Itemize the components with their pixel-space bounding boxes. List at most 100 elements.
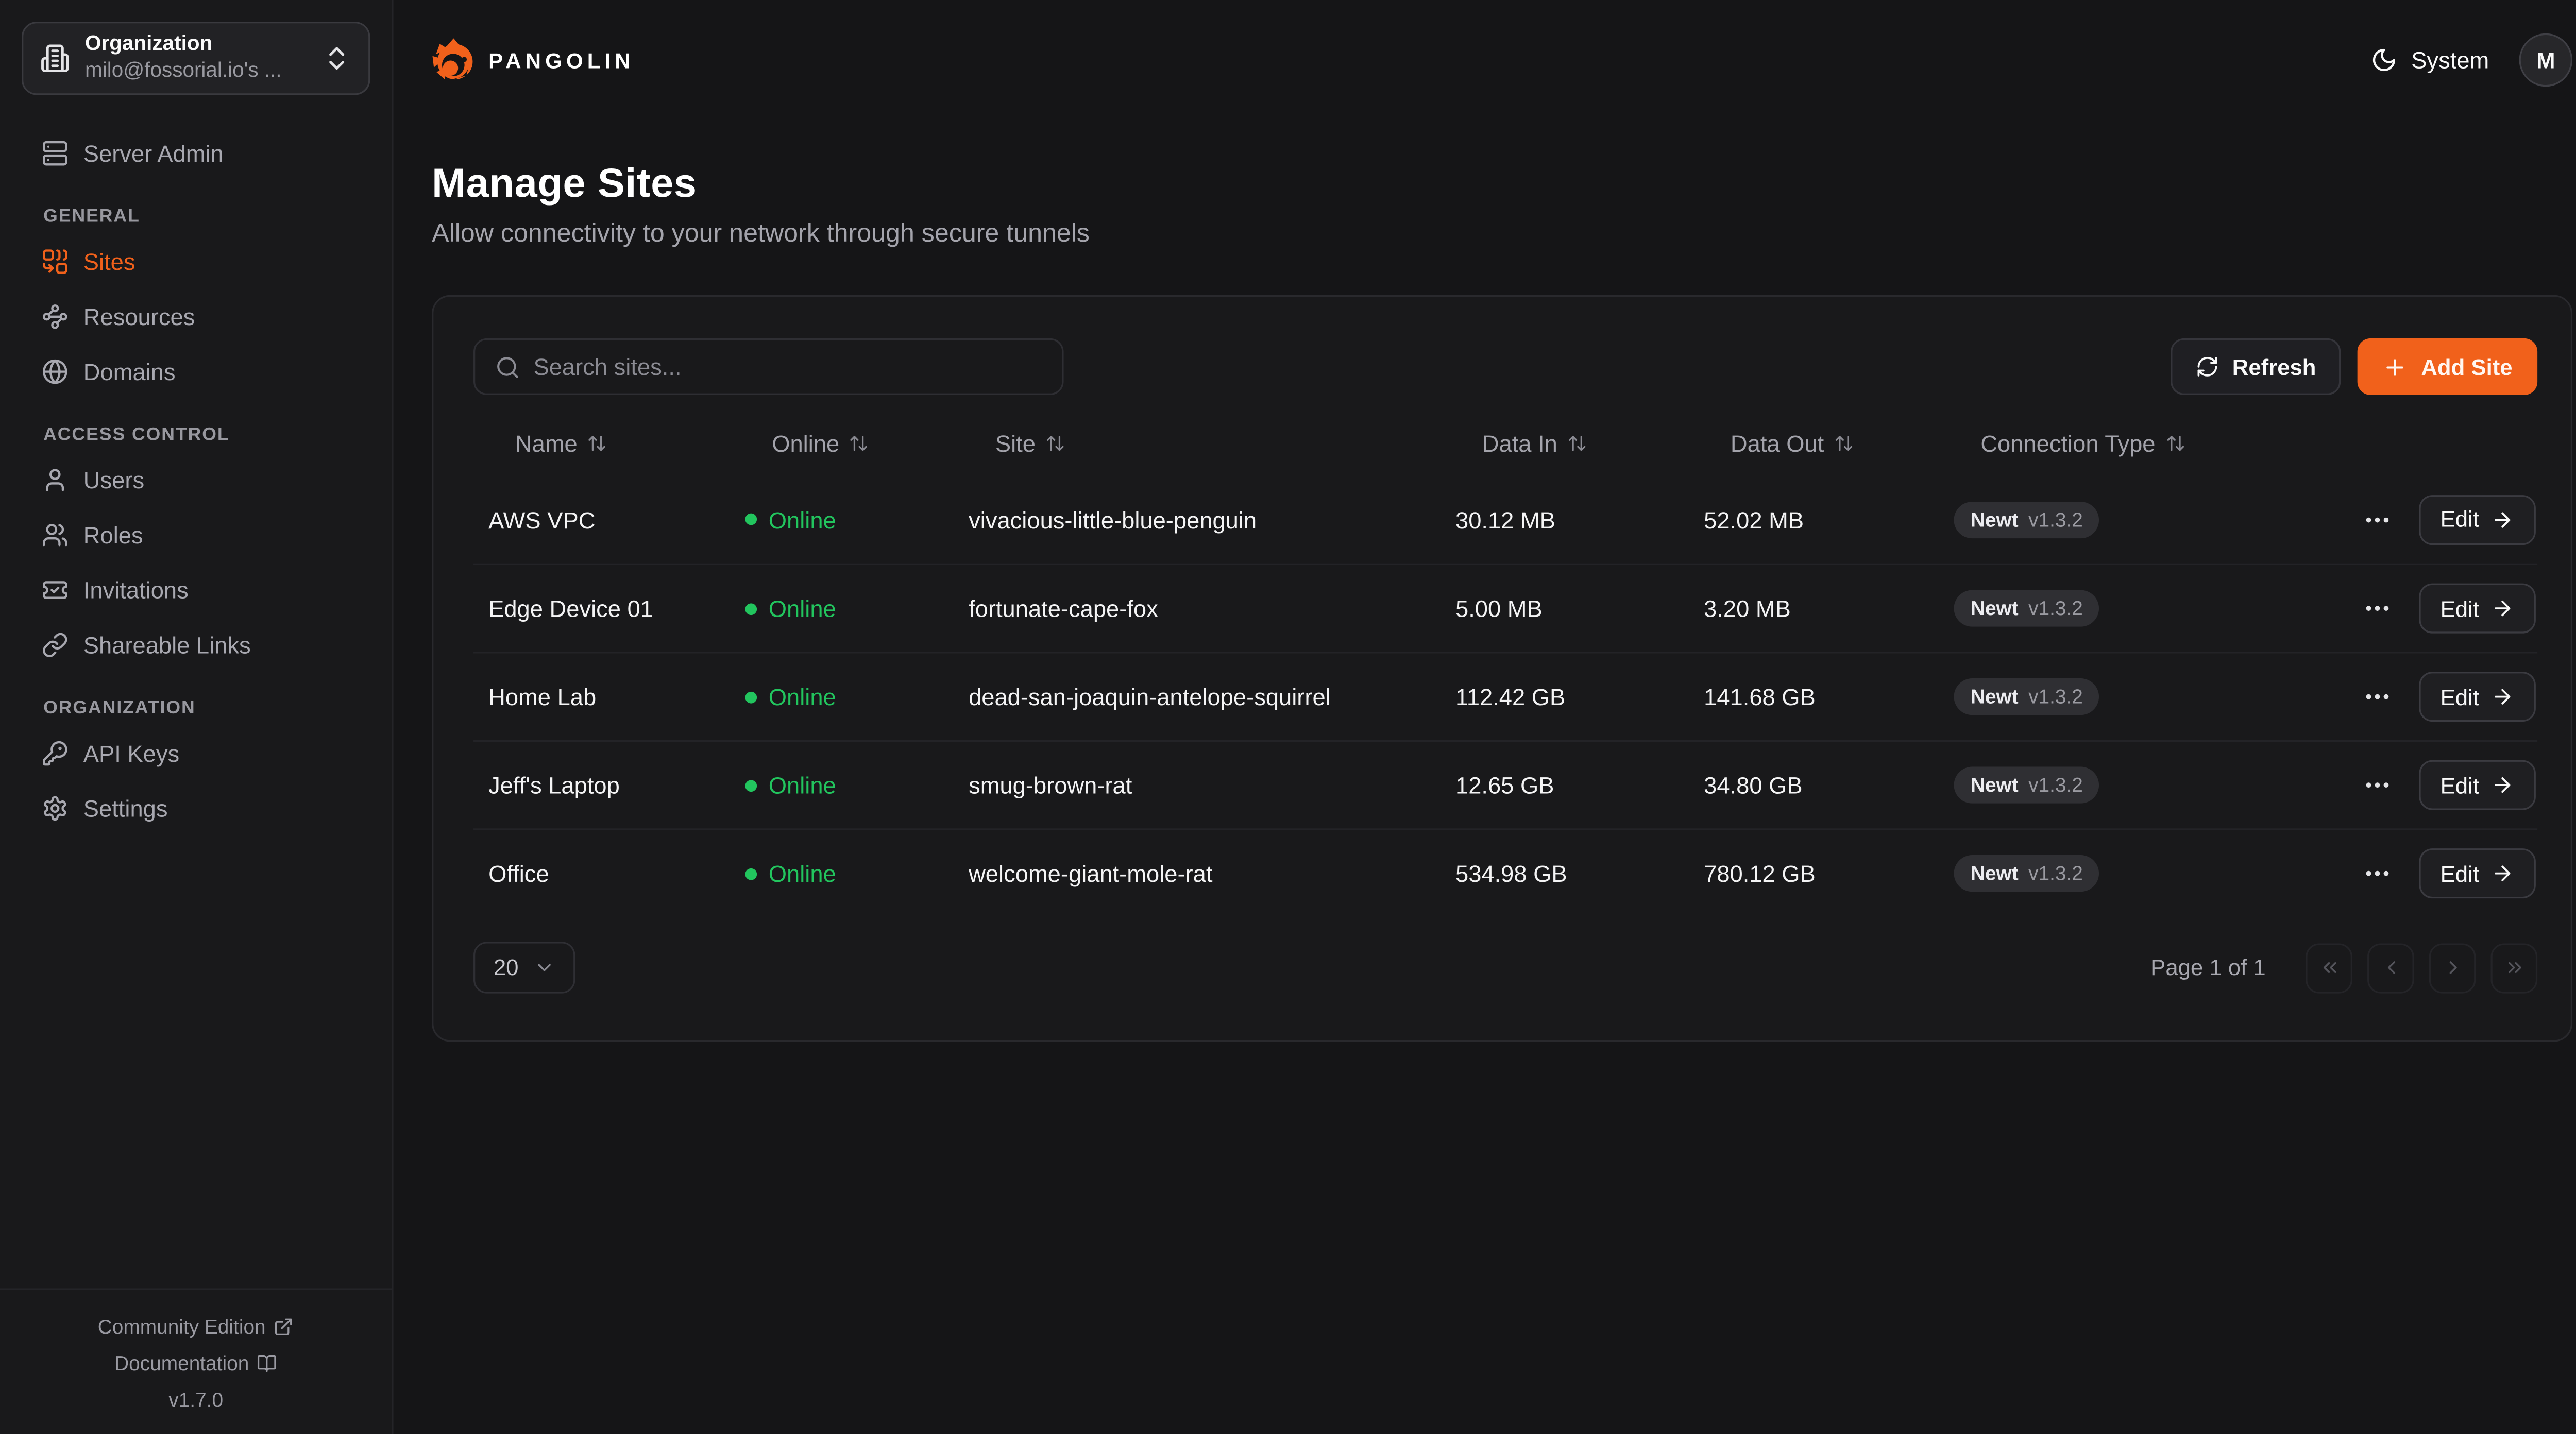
sidebar-item-label: Invitations xyxy=(83,576,189,603)
chevrons-right-icon xyxy=(2503,957,2525,978)
table-row: Office Online welcome-giant-mole-rat 534… xyxy=(473,828,2538,917)
row-menu-button[interactable] xyxy=(2362,593,2392,623)
edit-button[interactable]: Edit xyxy=(2418,494,2536,544)
row-menu-button[interactable] xyxy=(2362,859,2392,889)
sidebar-item-server-admin[interactable]: Server Admin xyxy=(22,125,370,180)
main-content: PANGOLIN System M Manage Sites Allow con… xyxy=(393,0,2576,1434)
table-body: AWS VPC Online vivacious-little-blue-pen… xyxy=(473,475,2538,917)
search-box xyxy=(473,338,1064,395)
chevron-right-icon xyxy=(2442,957,2463,978)
row-menu-button[interactable] xyxy=(2362,770,2392,800)
sidebar-item-label: Shareable Links xyxy=(83,630,251,658)
column-header-data-in[interactable]: Data In xyxy=(1440,430,1689,457)
sidebar-item-label: Users xyxy=(83,466,145,493)
row-menu-button[interactable] xyxy=(2362,682,2392,712)
sidebar-item-invitations[interactable]: Invitations xyxy=(22,562,370,617)
connection-type-badge: Newt v1.3.2 xyxy=(1954,501,2100,538)
sites-card: Refresh Add Site Name Online Site Data I… xyxy=(432,295,2573,1042)
column-header-site[interactable]: Site xyxy=(954,430,1440,457)
online-status: Online xyxy=(745,684,953,710)
sidebar-item-label: API Keys xyxy=(83,739,180,766)
table-row: Edge Device 01 Online fortunate-cape-fox… xyxy=(473,563,2538,652)
page-header: Manage Sites Allow connectivity to your … xyxy=(432,162,1090,250)
connection-type-version: v1.3.2 xyxy=(2028,773,2083,797)
data-out-value: 52.02 MB xyxy=(1704,506,1804,533)
data-in-value: 5.00 MB xyxy=(1455,595,1543,622)
edit-button[interactable]: Edit xyxy=(2418,848,2536,899)
top-bar: PANGOLIN System M xyxy=(394,0,2576,120)
sidebar-item-resources[interactable]: Resources xyxy=(22,288,370,344)
row-menu-button[interactable] xyxy=(2362,504,2392,534)
sidebar-item-roles[interactable]: Roles xyxy=(22,507,370,562)
sidebar-footer: Community Edition Documentation v1.7.0 xyxy=(0,1287,392,1434)
site-name: Jeff's Laptop xyxy=(488,772,620,799)
link-icon xyxy=(42,631,69,658)
brand-name: PANGOLIN xyxy=(488,47,635,73)
sidebar: Organization milo@fossorial.io's ... Ser… xyxy=(0,0,402,1434)
sidebar-item-settings[interactable]: Settings xyxy=(22,780,370,835)
sidebar-item-api-keys[interactable]: API Keys xyxy=(22,725,370,780)
site-slug: dead-san-joaquin-antelope-squirrel xyxy=(969,683,1331,710)
page-title: Manage Sites xyxy=(432,161,697,207)
sort-icon xyxy=(850,433,870,453)
column-header-name[interactable]: Name xyxy=(473,430,730,457)
combine-icon xyxy=(42,248,69,275)
book-open-icon xyxy=(258,1353,278,1373)
chevron-left-icon xyxy=(2380,957,2401,978)
sidebar-item-shareable-links[interactable]: Shareable Links xyxy=(22,617,370,672)
page-info: Page 1 of 1 xyxy=(2150,955,2266,980)
data-out-value: 141.68 GB xyxy=(1704,683,1816,710)
first-page-button[interactable] xyxy=(2306,942,2352,993)
documentation-link[interactable]: Documentation xyxy=(0,1344,392,1381)
refresh-button[interactable]: Refresh xyxy=(2171,338,2342,395)
column-header-label: Data In xyxy=(1482,430,1557,457)
card-toolbar: Refresh Add Site xyxy=(473,338,2538,395)
sort-icon xyxy=(587,433,607,453)
sidebar-item-sites[interactable]: Sites xyxy=(22,233,370,288)
site-slug: welcome-giant-mole-rat xyxy=(969,860,1213,887)
user-avatar-button[interactable]: M xyxy=(2519,33,2573,87)
column-header-connection-type[interactable]: Connection Type xyxy=(1939,430,2537,457)
prev-page-button[interactable] xyxy=(2367,942,2414,993)
sort-icon xyxy=(2165,433,2185,453)
search-icon xyxy=(495,354,520,380)
data-out-value: 34.80 GB xyxy=(1704,772,1803,799)
org-selector[interactable]: Organization milo@fossorial.io's ... xyxy=(22,22,370,95)
connection-type-version: v1.3.2 xyxy=(2028,685,2083,709)
column-header-label: Name xyxy=(515,430,578,457)
table-row: Jeff's Laptop Online smug-brown-rat 12.6… xyxy=(473,740,2538,829)
site-name: Home Lab xyxy=(488,683,597,710)
connection-type-name: Newt xyxy=(1970,507,2019,531)
connection-type-version: v1.3.2 xyxy=(2028,861,2083,885)
theme-toggle[interactable]: System xyxy=(2371,47,2489,73)
table-row: Home Lab Online dead-san-joaquin-antelop… xyxy=(473,652,2538,740)
sidebar-item-users[interactable]: Users xyxy=(22,452,370,507)
sidebar-section-label: ACCESS CONTROL xyxy=(43,425,230,446)
sidebar-item-domains[interactable]: Domains xyxy=(22,344,370,399)
edit-button[interactable]: Edit xyxy=(2418,672,2536,722)
edit-button[interactable]: Edit xyxy=(2418,583,2536,634)
column-header-online[interactable]: Online xyxy=(730,430,954,457)
search-input[interactable] xyxy=(533,353,1042,380)
add-site-button[interactable]: Add Site xyxy=(2358,338,2538,395)
site-slug: vivacious-little-blue-penguin xyxy=(969,506,1257,533)
building-icon xyxy=(40,43,70,73)
org-selector-value: milo@fossorial.io's ... xyxy=(85,58,282,82)
last-page-button[interactable] xyxy=(2490,942,2538,993)
version-label: v1.7.0 xyxy=(168,1387,224,1411)
connection-type-name: Newt xyxy=(1970,596,2019,620)
arrow-right-icon xyxy=(2491,596,2514,620)
table-header-row: Name Online Site Data In Data Out Connec… xyxy=(473,412,2537,475)
sidebar-nav-sections: GENERAL Sites Resources Domains ACCESS C… xyxy=(22,207,370,835)
page-size-select[interactable]: 20 xyxy=(473,942,575,994)
edit-button[interactable]: Edit xyxy=(2418,760,2536,810)
refresh-icon xyxy=(2196,355,2219,378)
column-header-data-out[interactable]: Data Out xyxy=(1689,430,1939,457)
sidebar-item-label: Roles xyxy=(83,521,143,548)
community-edition-link[interactable]: Community Edition xyxy=(0,1308,392,1344)
next-page-button[interactable] xyxy=(2429,942,2476,993)
site-name: AWS VPC xyxy=(488,506,596,533)
chevron-down-icon xyxy=(534,957,555,978)
page-subtitle: Allow connectivity to your network throu… xyxy=(432,220,1090,249)
sidebar-item-label: Sites xyxy=(83,247,135,275)
